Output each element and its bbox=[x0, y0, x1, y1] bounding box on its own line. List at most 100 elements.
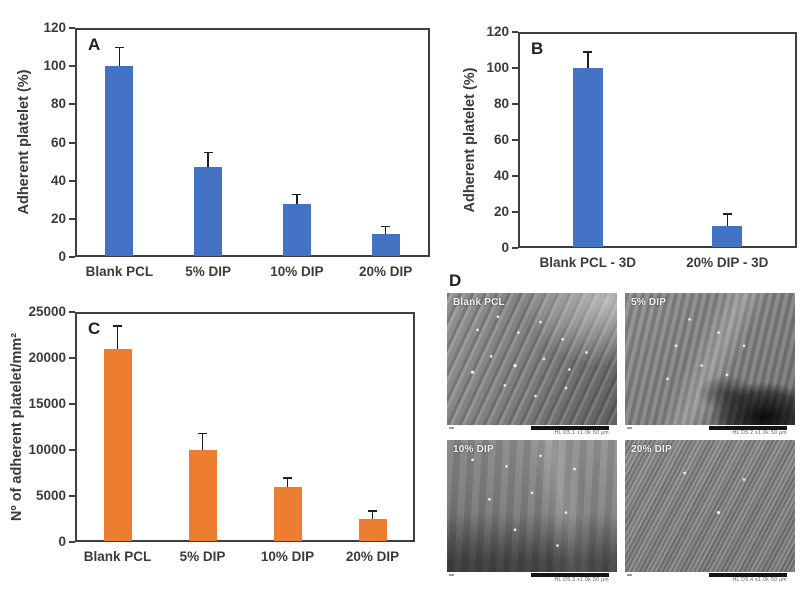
sem-caption-bar: HL D5.3 x1.0k 50 µm bbox=[447, 572, 617, 584]
x-category-label-20-dip: 20% DIP bbox=[345, 549, 400, 564]
y-tick-mark bbox=[69, 103, 75, 106]
error-bar-20-dip bbox=[384, 226, 387, 235]
y-tick-mark bbox=[69, 27, 75, 29]
sem-image-label: Blank PCL bbox=[453, 297, 505, 308]
error-bar-cap-5-dip bbox=[203, 151, 213, 154]
sem-image-label: 5% DIP bbox=[631, 297, 667, 308]
y-tick-label: 5000 bbox=[35, 488, 66, 503]
panel-c-letter: C bbox=[88, 319, 101, 338]
bar-blank-pcl bbox=[103, 348, 132, 541]
x-category-label-blank-pcl: Blank PCL bbox=[85, 264, 154, 279]
error-bar-cap-blank-pcl-3d bbox=[583, 51, 593, 53]
error-bar-cap-20-dip-3d bbox=[722, 213, 732, 215]
error-bar-cap-5-dip bbox=[198, 432, 207, 435]
caption-tick-mark bbox=[449, 574, 454, 576]
x-category-label-10-dip: 10% DIP bbox=[270, 264, 324, 279]
y-tick-mark bbox=[69, 179, 75, 182]
sem-micrograph-5-dip: 5% DIP bbox=[625, 293, 795, 425]
sem-image-grid: Blank PCL HL D5.1 x1.0k 50 µm 5% DIP HL … bbox=[447, 293, 795, 584]
bar-blank-pcl bbox=[105, 66, 134, 256]
panel-b-plot-area: B bbox=[518, 32, 797, 248]
error-bar-20-dip-3d bbox=[726, 213, 728, 227]
y-tick-mark bbox=[512, 67, 518, 69]
scale-bar bbox=[709, 573, 787, 577]
y-tick-mark bbox=[69, 403, 75, 405]
panel-a-letter: A bbox=[88, 35, 101, 54]
y-tick-label: 100 bbox=[486, 60, 509, 75]
y-tick-label: 10000 bbox=[28, 442, 66, 457]
bar-20-dip bbox=[371, 234, 400, 256]
bar-10-dip bbox=[282, 203, 311, 256]
y-tick-mark bbox=[512, 211, 518, 213]
y-tick-label: 40 bbox=[493, 168, 509, 183]
y-tick-mark bbox=[69, 495, 75, 497]
scale-bar-text: HL D5.4 x1.0k 50 µm bbox=[732, 577, 787, 583]
y-tick-label: 80 bbox=[493, 96, 509, 111]
panel-a-bar-chart: Adherent platelet (%) A 0 20 40 60 80 100 120 B… bbox=[0, 0, 440, 300]
panel-b-bar-chart: Adherent platelet (%) B 0 20 40 60 80 100 120 B… bbox=[440, 0, 800, 300]
x-category-label-blank-pcl-3d: Blank PCL - 3D bbox=[539, 255, 637, 270]
y-tick-label: 0 bbox=[501, 240, 509, 255]
y-tick-label: 120 bbox=[43, 20, 66, 35]
y-tick-mark bbox=[69, 217, 75, 220]
error-bar-cap-blank-pcl bbox=[113, 325, 122, 327]
error-bar-blank-pcl-3d bbox=[587, 51, 589, 68]
y-tick-label: 20 bbox=[50, 210, 66, 226]
caption-tick-mark bbox=[449, 427, 454, 429]
y-tick-label: 0 bbox=[58, 534, 66, 549]
error-bar-cap-20-dip bbox=[381, 225, 391, 228]
panel-b-letter: B bbox=[531, 39, 544, 58]
y-tick-mark bbox=[512, 31, 518, 33]
scale-bar-text: HL D5.3 x1.0k 50 µm bbox=[554, 577, 609, 583]
error-bar-5-dip bbox=[207, 152, 209, 168]
y-tick-label: 40 bbox=[50, 172, 66, 188]
sem-micrograph-10-dip: 10% DIP bbox=[447, 440, 617, 572]
y-tick-mark bbox=[69, 449, 75, 451]
scale-bar bbox=[531, 573, 609, 577]
sem-micrograph-20-dip: 20% DIP bbox=[625, 440, 795, 572]
y-tick-label: 60 bbox=[50, 134, 66, 150]
error-bar-cap-20-dip bbox=[368, 510, 377, 512]
y-tick-label: 80 bbox=[50, 96, 66, 112]
y-tick-mark bbox=[69, 541, 75, 543]
sem-image-label: 10% DIP bbox=[453, 444, 494, 455]
y-tick-mark bbox=[512, 139, 518, 141]
x-category-label-5-dip: 5% DIP bbox=[179, 549, 226, 564]
y-tick-mark bbox=[512, 103, 518, 105]
y-tick-mark bbox=[69, 311, 75, 313]
scale-bar-text: HL D5.1 x1.0k 50 µm bbox=[554, 430, 609, 436]
error-bar-5-dip bbox=[201, 433, 204, 450]
y-tick-mark bbox=[69, 141, 75, 144]
y-tick-label: 60 bbox=[493, 132, 509, 147]
scale-bar bbox=[531, 426, 609, 430]
y-tick-label: 20000 bbox=[28, 350, 66, 365]
y-tick-mark bbox=[69, 256, 75, 258]
panel-c-plot-area: C bbox=[75, 312, 415, 542]
bar-5-dip bbox=[188, 450, 217, 541]
error-bar-20-dip bbox=[371, 510, 374, 519]
x-category-label-blank-pcl: Blank PCL bbox=[83, 549, 152, 564]
error-bar-10-dip bbox=[296, 194, 298, 204]
bar-5-dip bbox=[194, 167, 223, 256]
y-tick-label: 120 bbox=[486, 24, 509, 39]
y-tick-mark bbox=[512, 247, 518, 249]
y-tick-label: 25000 bbox=[28, 304, 66, 319]
sem-cell-blank-pcl: Blank PCL HL D5.1 x1.0k 50 µm bbox=[447, 293, 617, 437]
x-category-label-5-dip: 5% DIP bbox=[185, 264, 232, 279]
y-tick-mark bbox=[69, 357, 75, 359]
bar-20-dip bbox=[358, 519, 387, 541]
sem-caption-bar: HL D5.2 x1.0k 50 µm bbox=[625, 425, 795, 437]
panel-c-y-axis-title: Nº of adherent platelet/mm² bbox=[9, 332, 25, 522]
sem-image-label: 20% DIP bbox=[631, 444, 672, 455]
error-bar-cap-10-dip bbox=[292, 193, 302, 196]
scale-bar-text: HL D5.2 x1.0k 50 µm bbox=[732, 430, 787, 436]
bar-blank-pcl-3d bbox=[572, 68, 603, 247]
sem-cell-20-dip: 20% DIP HL D5.4 x1.0k 50 µm bbox=[625, 440, 795, 584]
panel-b-y-axis-title: Adherent platelet (%) bbox=[462, 67, 478, 213]
x-category-label-20-dip-3d: 20% DIP - 3D bbox=[686, 255, 769, 270]
x-category-label-20-dip: 20% DIP bbox=[358, 264, 413, 279]
error-bar-10-dip bbox=[286, 477, 289, 487]
y-tick-mark bbox=[69, 65, 75, 68]
caption-tick-mark bbox=[627, 427, 632, 429]
panel-d-sem-images: D Blank PCL HL D5.1 x1.0k 50 µm 5% DIP bbox=[440, 271, 800, 600]
